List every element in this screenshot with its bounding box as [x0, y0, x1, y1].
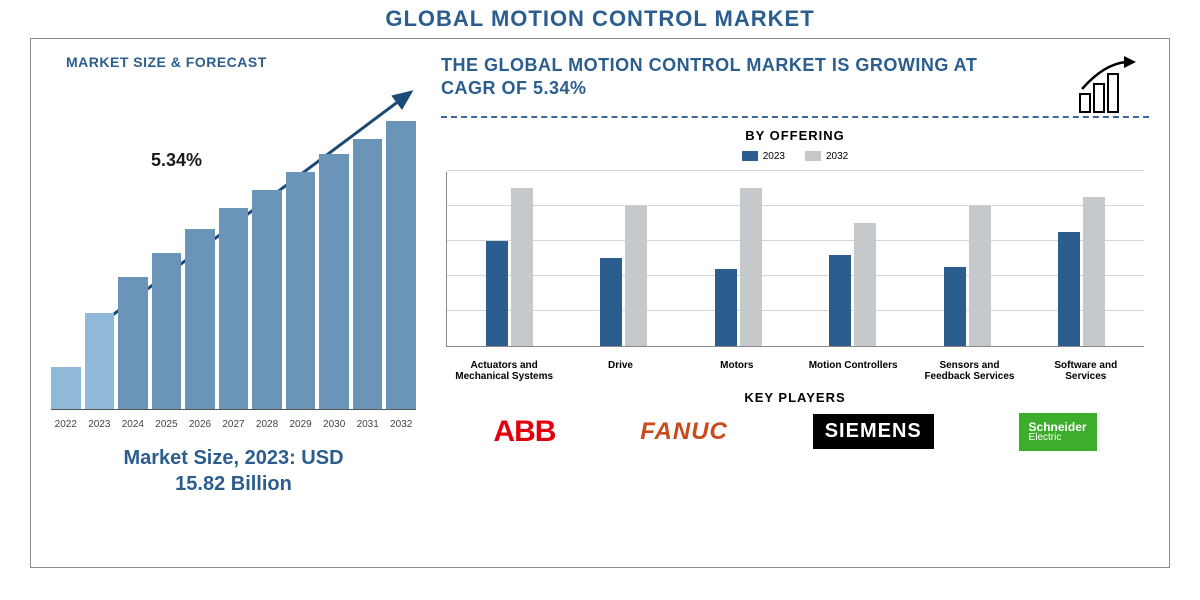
offering-plot [446, 172, 1144, 347]
forecast-year-label: 2023 [85, 419, 115, 430]
forecast-bar [286, 172, 316, 409]
offering-bar-2032 [854, 223, 876, 346]
forecast-year-label: 2030 [319, 419, 349, 430]
offering-bar-2023 [486, 241, 508, 346]
forecast-chart: 5.34% 2022202320242025202620272028202920… [46, 80, 421, 430]
title-text: GLOBAL MOTION CONTROL MARKET [385, 6, 814, 31]
forecast-bar [353, 139, 383, 409]
offering-chart: Actuators and Mechanical Systems Drive Mot… [441, 172, 1149, 382]
offering-bar-2023 [715, 269, 737, 346]
logo-siemens: SIEMENS [813, 414, 934, 449]
legend-swatch [742, 151, 758, 161]
offering-category-label: Sensors and Feedback Services [919, 360, 1019, 382]
offering-x-labels: Actuators and Mechanical Systems Drive Mot… [446, 360, 1144, 382]
forecast-title: MARKET SIZE & FORECAST [66, 54, 421, 70]
offering-category-label: Motion Controllers [803, 360, 903, 382]
forecast-x-labels: 2022 20232024 20252026 20272028 20292030 2031… [51, 419, 416, 430]
forecast-year-label: 2032 [386, 419, 416, 430]
offering-title: BY OFFERING [441, 128, 1149, 143]
market-size-line1: Market Size, 2023: USD [46, 445, 421, 471]
forecast-year-label: 2027 [219, 419, 249, 430]
forecast-year-label: 2031 [353, 419, 383, 430]
offering-bar-2032 [1083, 197, 1105, 346]
legend-label: 2023 [763, 151, 785, 162]
market-size-line2: 15.82 Billion [46, 471, 421, 497]
offering-bar-group [715, 188, 762, 346]
key-players-logos: ABB FANUC SIEMENS Schneider Electric [441, 413, 1149, 451]
logo-schneider-sub: Electric [1029, 433, 1087, 443]
logo-abb: ABB [493, 415, 555, 449]
offering-category-label: Motors [687, 360, 787, 382]
offering-bar-group [829, 223, 876, 346]
logo-fanuc: FANUC [640, 418, 728, 446]
left-panel: MARKET SIZE & FORECAST 5.34% 20222023202… [31, 39, 431, 567]
forecast-year-label: 2026 [185, 419, 215, 430]
logo-schneider: Schneider Electric [1019, 413, 1097, 451]
forecast-year-label: 2025 [152, 419, 182, 430]
offering-bar-2032 [625, 206, 647, 346]
market-size-text: Market Size, 2023: USD 15.82 Billion [46, 445, 421, 497]
forecast-year-label: 2028 [252, 419, 282, 430]
offering-legend: 2023 2032 [441, 151, 1149, 162]
offering-bar-group [600, 206, 647, 346]
legend-item: 2023 [742, 151, 785, 162]
offering-bar-group [486, 188, 533, 346]
offering-bar-2032 [969, 206, 991, 346]
main-container: MARKET SIZE & FORECAST 5.34% 20222023202… [30, 38, 1170, 568]
forecast-bars [51, 100, 416, 410]
legend-item: 2032 [805, 151, 848, 162]
forecast-bar [152, 253, 182, 409]
page-title: GLOBAL MOTION CONTROL MARKET [0, 0, 1200, 38]
legend-swatch [805, 151, 821, 161]
offering-bar-2032 [740, 188, 762, 346]
offering-category-label: Software and Services [1036, 360, 1136, 382]
key-players-title: KEY PLAYERS [441, 390, 1149, 405]
offering-category-label: Drive [570, 360, 670, 382]
forecast-bar [118, 277, 148, 409]
divider [441, 116, 1149, 118]
legend-label: 2032 [826, 151, 848, 162]
forecast-bar [51, 367, 81, 409]
logo-schneider-main: Schneider [1029, 421, 1087, 433]
forecast-bar [252, 190, 282, 409]
growth-chart-icon [1074, 54, 1144, 119]
offering-bar-group [1058, 197, 1105, 346]
forecast-bar [219, 208, 249, 409]
forecast-year-label: 2029 [286, 419, 316, 430]
gridline [447, 310, 1144, 311]
gridline [447, 275, 1144, 276]
offering-bar-2023 [1058, 232, 1080, 346]
gridline [447, 170, 1144, 171]
offering-bar-2032 [511, 188, 533, 346]
forecast-bar [386, 121, 416, 409]
offering-category-label: Actuators and Mechanical Systems [454, 360, 554, 382]
forecast-year-label: 2024 [118, 419, 148, 430]
offering-bar-2023 [829, 255, 851, 346]
forecast-bar [85, 313, 115, 409]
forecast-bar [185, 229, 215, 409]
forecast-year-label: 2022 [51, 419, 81, 430]
gridline [447, 240, 1144, 241]
right-panel: THE GLOBAL MOTION CONTROL MARKET IS GROW… [431, 39, 1169, 567]
offering-bar-group [944, 206, 991, 346]
offering-bar-2023 [944, 267, 966, 346]
growth-headline: THE GLOBAL MOTION CONTROL MARKET IS GROW… [441, 54, 981, 101]
forecast-bar [319, 154, 349, 409]
gridline [447, 205, 1144, 206]
offering-bar-2023 [600, 258, 622, 346]
